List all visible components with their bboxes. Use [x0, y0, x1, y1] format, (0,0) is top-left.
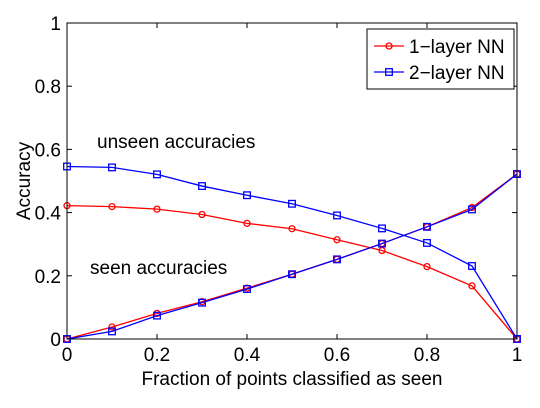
- y-axis-label: Accuracy: [14, 141, 35, 220]
- legend-box: [366, 28, 515, 90]
- series-1-unseen-point: [108, 202, 116, 211]
- series-1-unseen-point: [153, 205, 161, 213]
- series-1-unseen-point: [198, 210, 206, 219]
- series-1-unseen-point: [243, 219, 251, 227]
- y-tick-label: 0.2: [35, 267, 61, 288]
- x-tick-label: 0: [62, 345, 73, 366]
- series-1-unseen-point: [333, 236, 341, 244]
- series-2-unseen-point: [378, 224, 386, 233]
- series-2-unseen-point: [108, 163, 116, 172]
- series-2-unseen-point: [288, 199, 296, 208]
- plot-frame: [66, 22, 518, 340]
- x-tick-label: 0.8: [414, 345, 440, 366]
- x-tick-label: 0.6: [324, 345, 350, 366]
- series-2-unseen-point: [333, 211, 341, 220]
- y-tick-label: 0.8: [35, 77, 61, 98]
- x-axis-label: Fraction of points classified as seen: [142, 369, 443, 390]
- series-1-unseen-point: [423, 262, 431, 271]
- legend-item-1: 1−layer NN: [374, 37, 505, 58]
- series-2-seen-line: [66, 173, 518, 340]
- annotation-seen-accuracies: seen accuracies: [90, 258, 227, 279]
- series-2-seen-point: [423, 222, 431, 231]
- series-2-unseen-point: [153, 170, 161, 179]
- legend-swatch-marker: [385, 68, 393, 76]
- x-tick-label: 1: [512, 345, 523, 366]
- y-tick-label: 0.4: [35, 204, 62, 225]
- series-2-unseen-point: [423, 238, 431, 247]
- legend: 1−layer NN 2−layer NN: [366, 28, 515, 90]
- series-2-unseen-point: [198, 182, 206, 191]
- series-2-seen-point: [108, 327, 116, 336]
- series-1-unseen-point: [468, 282, 476, 290]
- y-tick-label: 0.6: [35, 140, 61, 161]
- series-2-seen-point: [153, 311, 161, 320]
- series-1-unseen-point: [378, 246, 386, 255]
- legend-swatch-marker: [385, 42, 393, 50]
- annotation-unseen-accuracies: unseen accuracies: [97, 132, 255, 153]
- series-2-seen-point: [333, 255, 341, 264]
- series-1-unseen-point: [288, 225, 296, 233]
- legend-item-2: 2−layer NN: [374, 63, 505, 84]
- y-tick-label: 1: [50, 14, 61, 35]
- x-tick-label: 0.4: [234, 345, 261, 366]
- series-2-unseen-point: [468, 262, 476, 270]
- series-1-unseen-line: [66, 204, 518, 340]
- series-2-seen-point: [243, 285, 251, 294]
- series-2-seen-point: [198, 298, 206, 307]
- legend-label: 2−layer NN: [409, 63, 505, 84]
- series-2-seen-point: [378, 239, 386, 248]
- legend-items: 1−layer NN 2−layer NN: [374, 37, 505, 84]
- series-2-seen-point: [468, 205, 476, 214]
- y-tick-label: 0: [50, 330, 61, 351]
- tick-labels: 0 0.2 0.4 0.6 0.8 1 0 0.2 0.4 0.6 0.8 1: [35, 14, 523, 366]
- series-2-unseen-point: [243, 191, 251, 200]
- legend-label: 1−layer NN: [409, 37, 505, 58]
- x-tick-label: 0.2: [144, 345, 170, 366]
- series-1-seen-point: [108, 323, 116, 331]
- series-2-unseen-line: [66, 165, 518, 340]
- series-2-seen-point: [288, 270, 296, 279]
